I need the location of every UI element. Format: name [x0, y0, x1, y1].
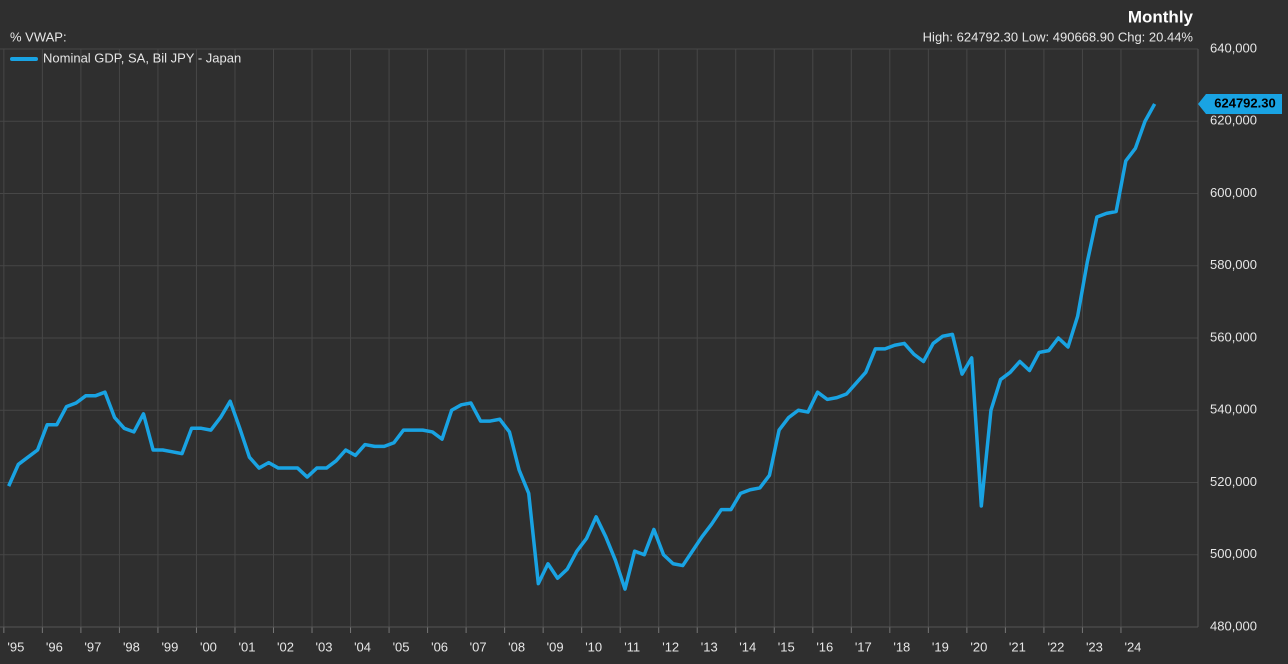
x-tick-label: '97 [84, 639, 101, 654]
x-tick-label: '22 [1047, 639, 1064, 654]
x-tick-label: '09 [547, 639, 564, 654]
x-tick-label: '21 [1009, 639, 1026, 654]
y-tick-label: 540,000 [1210, 402, 1257, 417]
x-tick-label: '04 [354, 639, 371, 654]
x-tick-label: '20 [970, 639, 987, 654]
x-tick-label: '01 [239, 639, 256, 654]
x-tick-label: '19 [932, 639, 949, 654]
x-tick-label: '15 [778, 639, 795, 654]
x-tick-label: '23 [1086, 639, 1103, 654]
x-tick-label: '12 [662, 639, 679, 654]
x-tick-label: '13 [701, 639, 718, 654]
x-tick-label: '16 [816, 639, 833, 654]
x-tick-label: '10 [585, 639, 602, 654]
value-label: 624792.30 [1214, 95, 1275, 110]
x-tick-label: '99 [161, 639, 178, 654]
value-label-box [1198, 93, 1282, 114]
y-tick-label: 600,000 [1210, 185, 1257, 200]
stats: High: 624792.30 Low: 490668.90 Chg: 20.4… [923, 29, 1194, 44]
x-tick-label: '03 [316, 639, 333, 654]
x-tick-label: '05 [393, 639, 410, 654]
y-tick-label: 640,000 [1210, 40, 1257, 55]
y-tick-label: 580,000 [1210, 257, 1257, 272]
y-tick-label: 560,000 [1210, 329, 1257, 344]
subtitle: % VWAP: [10, 29, 67, 44]
chart-title: Monthly [1128, 7, 1194, 26]
x-tick-label: '96 [46, 639, 63, 654]
x-tick-label: '07 [470, 639, 487, 654]
x-tick-label: '24 [1124, 639, 1141, 654]
x-tick-label: '08 [508, 639, 525, 654]
x-tick-label: '06 [431, 639, 448, 654]
series-line [7, 103, 1157, 591]
x-tick-label: '95 [7, 639, 24, 654]
y-tick-label: 520,000 [1210, 474, 1257, 489]
y-tick-label: 480,000 [1210, 618, 1257, 633]
x-tick-label: '14 [739, 639, 756, 654]
x-tick-label: '98 [123, 639, 140, 654]
x-tick-label: '11 [624, 639, 640, 654]
y-tick-label: 620,000 [1210, 113, 1257, 128]
y-tick-label: 500,000 [1210, 546, 1257, 561]
legend-label: Nominal GDP, SA, Bil JPY - Japan [43, 50, 241, 65]
x-tick-label: '00 [200, 639, 217, 654]
x-tick-label: '17 [855, 639, 872, 654]
x-tick-label: '02 [277, 639, 294, 654]
x-tick-label: '18 [893, 639, 910, 654]
